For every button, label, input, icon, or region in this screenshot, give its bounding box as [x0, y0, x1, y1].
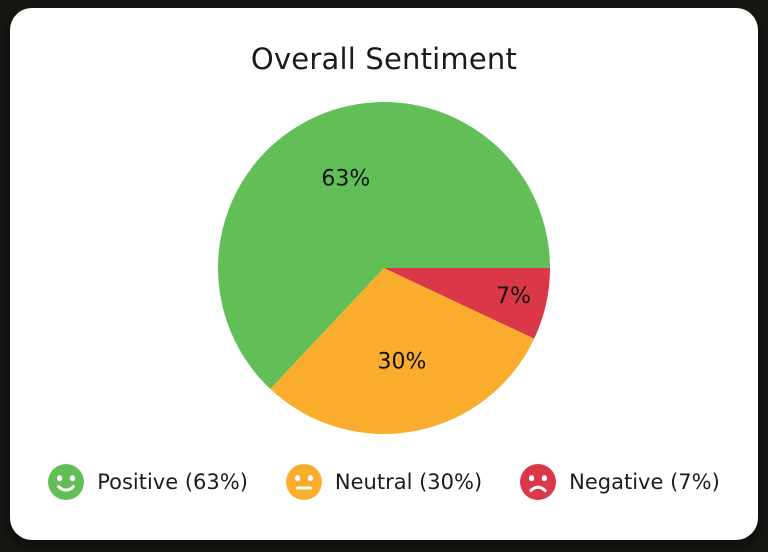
frown-face-icon [520, 464, 557, 500]
slice-label-positive: 63% [321, 167, 370, 192]
neutral-face-icon [285, 464, 322, 500]
pie-slice-positive [218, 101, 550, 390]
legend-label-positive: Positive (63%) [97, 470, 248, 494]
legend-label-neutral: Neutral (30%) [334, 470, 483, 494]
sentiment-pie-chart: 63% 30% 7% [218, 101, 550, 434]
legend: Positive (63%) Neutral (30%) N [48, 464, 720, 500]
smile-face-icon [48, 464, 85, 500]
pie-slice-negative [384, 268, 550, 339]
chart-title: Overall Sentiment [250, 42, 518, 76]
legend-item-negative: Negative (7%) [520, 464, 720, 500]
slice-label-negative: 7% [496, 284, 531, 309]
legend-label-negative: Negative (7%) [569, 470, 720, 494]
pie-slice-neutral [270, 268, 535, 434]
legend-item-positive: Positive (63%) [48, 464, 248, 500]
sentiment-card: Overall Sentiment 63% 30% 7% Positive (63%… [10, 8, 758, 540]
slice-label-neutral: 30% [378, 350, 427, 375]
legend-item-neutral: Neutral (30%) [285, 464, 483, 500]
